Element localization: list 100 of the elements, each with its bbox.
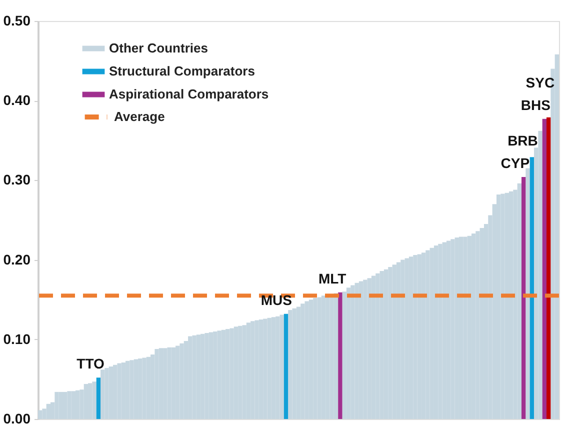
- annotation: TTO: [76, 356, 105, 372]
- bar: [267, 318, 272, 419]
- bar: [450, 239, 455, 419]
- bar: [363, 280, 368, 419]
- bar: [142, 358, 146, 419]
- bar: [113, 364, 118, 419]
- annotation: BRB: [508, 132, 538, 149]
- bar: [226, 329, 230, 419]
- legend-label: Aspirational Comparators: [109, 86, 269, 102]
- bar: [63, 392, 68, 419]
- bar: [258, 320, 264, 419]
- bar: [208, 332, 214, 419]
- bar: [500, 194, 505, 419]
- bar: [230, 328, 234, 419]
- bar: [100, 370, 105, 419]
- y-tick-label: 0.40: [3, 92, 31, 108]
- bar: [271, 317, 276, 419]
- bar: [280, 314, 284, 419]
- bar: [117, 363, 122, 419]
- bar: [134, 359, 138, 419]
- bar: [188, 336, 192, 419]
- bar: [154, 348, 159, 419]
- bar: [554, 54, 559, 419]
- bar: [430, 248, 434, 419]
- y-tick-label: 0.50: [3, 12, 31, 28]
- bar: [471, 234, 476, 419]
- y-tick-label: 0.00: [3, 410, 31, 426]
- bar: [358, 281, 364, 419]
- annotation: MLT: [318, 270, 347, 286]
- bar: [400, 260, 405, 419]
- bar: [421, 252, 426, 419]
- bar: [130, 360, 134, 419]
- bar: [38, 410, 42, 419]
- bar: [342, 292, 346, 419]
- legend-label: Structural Comparators: [109, 64, 255, 78]
- bar: [196, 334, 201, 419]
- bar: [413, 255, 418, 419]
- bar: [446, 240, 451, 419]
- bar: [217, 330, 222, 419]
- bar: [321, 296, 326, 419]
- bar: [504, 192, 509, 419]
- bar: [508, 191, 514, 419]
- bar: [454, 238, 459, 419]
- bar: [242, 325, 246, 419]
- bar: [521, 177, 526, 419]
- bar: [380, 270, 384, 419]
- bar: [67, 391, 72, 419]
- bar: [496, 194, 501, 419]
- bar: [96, 378, 101, 419]
- bar: [200, 334, 205, 419]
- y-tick-label: 0.10: [3, 330, 31, 347]
- bar: [104, 368, 109, 419]
- bar: [404, 258, 409, 419]
- bar: [542, 118, 546, 419]
- bar: [467, 236, 472, 419]
- bar: [463, 236, 468, 419]
- bar: [171, 347, 176, 419]
- bar: [546, 117, 551, 419]
- bar: [88, 383, 92, 419]
- bar: [238, 326, 242, 419]
- bar: [254, 320, 259, 419]
- bar: [438, 244, 442, 419]
- bar: [176, 346, 180, 419]
- legend-label: Average: [114, 109, 165, 124]
- bar: [121, 362, 126, 419]
- annotation: CYP: [500, 155, 530, 172]
- bar: [350, 285, 355, 419]
- bar: [346, 288, 351, 419]
- bar: [108, 366, 114, 419]
- bar: [434, 245, 438, 419]
- bar: [221, 330, 226, 419]
- bar: [384, 269, 388, 419]
- bar: [371, 276, 376, 419]
- bar: [517, 183, 522, 419]
- bar: [426, 250, 430, 419]
- bar: [58, 392, 64, 419]
- bar: [276, 316, 280, 419]
- bar: [392, 264, 396, 419]
- annotation: BHS: [520, 96, 550, 113]
- bar: [167, 347, 172, 419]
- bar: [46, 404, 51, 419]
- bar: [308, 300, 314, 419]
- bar: [284, 314, 288, 419]
- bar: [54, 392, 59, 419]
- bar: [376, 273, 380, 419]
- bar: [480, 228, 484, 419]
- bar: [296, 306, 301, 419]
- bar: [530, 157, 534, 419]
- bar: [292, 308, 296, 419]
- bar: [300, 304, 305, 419]
- bar: [192, 335, 196, 419]
- bar: [288, 310, 292, 419]
- bar: [526, 168, 530, 419]
- y-tick-label: 0.30: [3, 172, 31, 188]
- bar: [396, 262, 401, 419]
- legend-label: Other Countries: [109, 40, 208, 56]
- bar: [476, 231, 480, 419]
- bar: [138, 358, 142, 419]
- bar: [313, 298, 318, 419]
- bar: [246, 322, 251, 419]
